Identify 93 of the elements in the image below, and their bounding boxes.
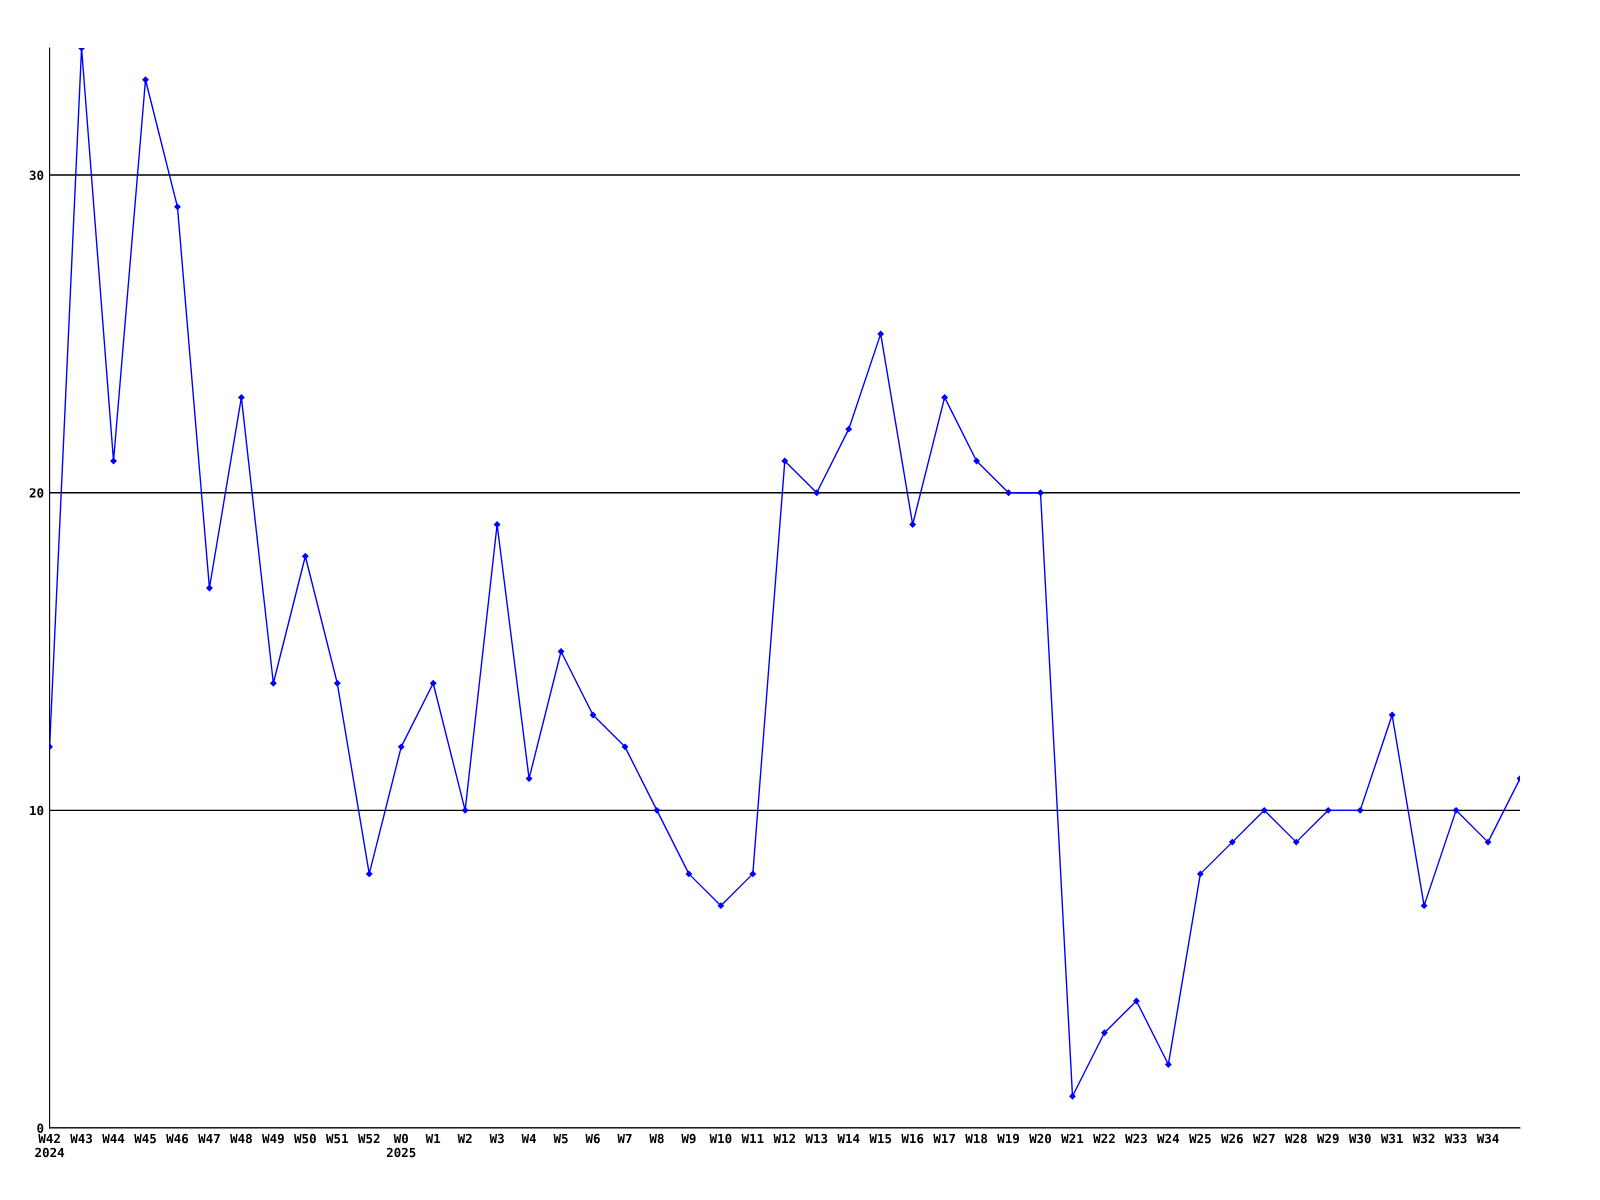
point [270,680,277,687]
x-tick-label: W52 [357,1133,380,1144]
point [238,394,245,401]
point [398,743,405,750]
point [1165,1061,1172,1068]
x-tick-label: W20 [1029,1133,1052,1144]
point [845,426,852,433]
y-tick-label: 20 [29,488,44,498]
x-tick-label: W0 2025 [386,1133,416,1158]
x-tick-label: W11 [741,1133,764,1144]
x-tick-label: W18 [965,1133,988,1144]
x-tick-label: W8 [649,1133,664,1144]
point [334,680,341,687]
y-tick-label: 0 [37,1123,44,1133]
point [621,743,629,750]
point [366,870,373,878]
point [1357,807,1364,814]
x-tick-label: W7 [617,1133,632,1144]
x-tick-label: W50 [294,1133,316,1144]
x-tick-label: W13 [805,1133,828,1144]
point [1101,1029,1108,1036]
point [1133,997,1140,1005]
x-tick-label: W27 [1252,1133,1275,1144]
x-tick-label: W2 [457,1133,472,1144]
point [781,457,788,465]
point [142,76,149,83]
x-tick-label: W48 [230,1133,252,1144]
x-tick-label: W49 [262,1133,284,1144]
point [685,870,693,878]
point [1484,838,1492,846]
point [1420,902,1428,909]
point [1229,838,1236,846]
point [909,521,916,528]
x-tick-label: W22 [1093,1133,1115,1144]
x-tick-label: W23 [1125,1133,1147,1144]
x-tick-label: W3 [489,1133,504,1144]
x-tick-label: W25 [1189,1133,1211,1144]
x-tick-label: W51 [326,1133,348,1144]
point [1388,711,1396,719]
x-tick-label: W24 [1157,1133,1180,1144]
x-tick-label: W31 [1380,1133,1403,1144]
x-tick-label: W16 [901,1133,924,1144]
y-tick-label: 30 [29,170,44,180]
x-tick-label: W12 [773,1133,796,1144]
x-tick-label: W29 [1316,1133,1339,1144]
point [1325,807,1332,814]
x-tick-label: W45 [134,1133,156,1144]
x-tick-label: W30 [1348,1133,1371,1144]
point [525,775,533,782]
x-tick-label: W21 [1061,1133,1084,1144]
x-tick-label: W44 [102,1133,125,1144]
x-tick-label: W42 2024 [35,1133,65,1158]
x-tick-label: W17 [933,1133,955,1144]
point [589,711,597,719]
x-tick-label: W1 [425,1133,441,1144]
point [1293,838,1300,846]
point [461,807,469,814]
x-tick-label: W9 [681,1133,696,1144]
point [1037,489,1044,496]
x-tick-label: W33 [1444,1133,1467,1144]
point [877,330,884,338]
x-tick-label: W28 [1284,1133,1307,1144]
y-tick-label: 10 [30,805,44,816]
point [941,394,948,401]
x-tick-label: W26 [1221,1133,1243,1144]
point [813,489,820,496]
x-tick-label: W47 [198,1133,220,1144]
point [206,584,213,592]
point [493,521,501,528]
point [717,902,725,909]
point [653,807,661,814]
x-tick-label: W5 [553,1133,568,1144]
x-tick-label: W43 [70,1133,93,1144]
point [749,870,756,878]
point [110,457,117,465]
point [174,203,181,210]
x-tick-label: W4 [521,1133,537,1144]
x-tick-label: W32 [1412,1133,1435,1144]
x-tick-label: W19 [997,1133,1020,1144]
point [430,680,437,687]
x-tick-label: W15 [869,1133,892,1144]
point [302,553,309,560]
point [1197,870,1204,878]
point [1069,1093,1076,1100]
point [1261,807,1268,814]
x-tick-label: W46 [166,1133,189,1144]
point [973,457,980,465]
point [1452,807,1460,814]
point [1005,489,1012,496]
x-tick-label: W14 [837,1133,860,1144]
x-tick-label: W6 [585,1133,600,1144]
x-tick-label: W34 [1476,1133,1499,1144]
x-tick-label: W10 [709,1133,732,1144]
